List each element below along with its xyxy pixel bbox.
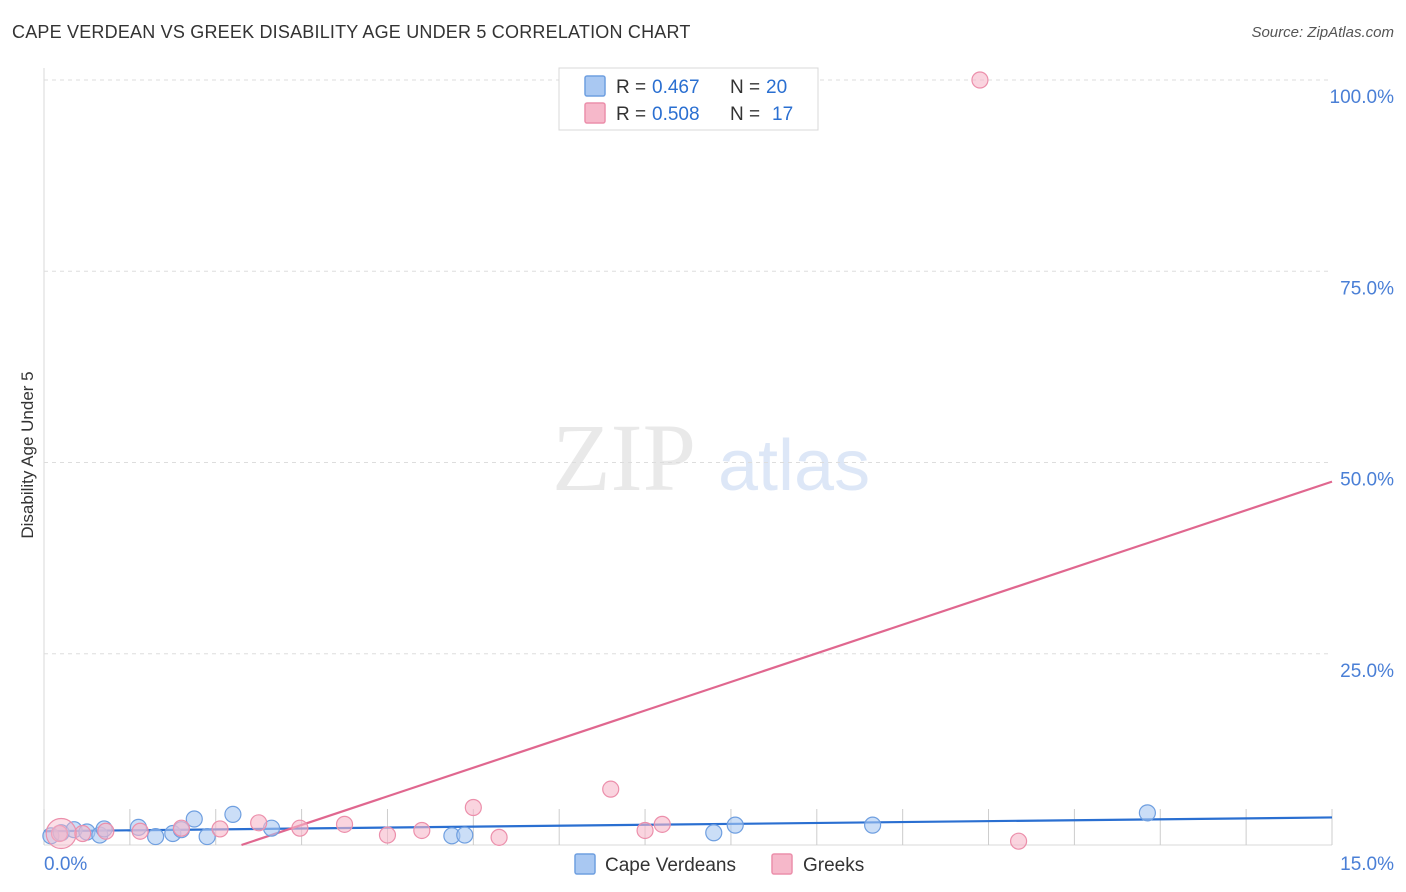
watermark-atlas: atlas (718, 426, 870, 506)
x-tick-label-max: 15.0% (1340, 854, 1394, 875)
bottom-legend-label-cape-verdeans: Cape Verdeans (605, 855, 736, 876)
cape-verdean-point (224, 805, 242, 824)
greek-point (250, 814, 268, 832)
data-points (42, 71, 1156, 850)
greek-point (653, 815, 671, 833)
greek-point (1009, 832, 1028, 850)
greek-point (211, 820, 229, 838)
cape-verdean-point (1138, 804, 1156, 822)
stats-legend: R = 0.467 N = 20 R = 0.508 N = 17 (558, 67, 819, 131)
greek-point (291, 819, 309, 837)
bottom-legend-label-greeks: Greeks (803, 855, 864, 876)
watermark-zip: ZIP (552, 404, 696, 511)
y-tick-label: 100.0% (1330, 87, 1395, 108)
cape-verdean-point (456, 826, 474, 844)
cape-verdean-point (864, 816, 882, 834)
greek-point (602, 780, 620, 798)
greek-point-cluster (45, 817, 77, 850)
cape-verdean-point (198, 827, 216, 846)
legend-n-value-cape-verdeans: 20 (766, 77, 787, 98)
x-tick-label-min: 0.0% (44, 854, 87, 875)
legend-r-value-cape-verdeans: 0.467 (652, 77, 700, 98)
legend-n-label-cape-verdeans: N = (730, 77, 760, 98)
legend-n-label-greeks: N = (730, 104, 760, 125)
greek-point (971, 71, 989, 89)
greek-point (335, 815, 354, 833)
legend-swatch-greeks (584, 102, 606, 124)
cape-verdean-point (726, 816, 744, 834)
legend-r-value-greeks: 0.508 (652, 104, 700, 125)
greek-point (464, 798, 482, 817)
y-tick-label: 50.0% (1340, 470, 1394, 491)
greek-point (413, 821, 431, 840)
series-legend: Cape Verdeans Greeks (574, 853, 864, 876)
greek-point (74, 824, 92, 843)
watermark: ZIP atlas (552, 404, 870, 511)
y-tick-label: 75.0% (1340, 278, 1394, 299)
greek-point (50, 824, 69, 843)
bottom-legend-swatch-greeks (771, 853, 793, 875)
greek-point (490, 828, 508, 846)
cape-verdean-point (705, 824, 723, 842)
bottom-legend-swatch-cape-verdeans (574, 853, 596, 875)
greek-trend-line (241, 480, 1333, 847)
greek-point (131, 822, 149, 840)
chart-title: CAPE VERDEAN VS GREEK DISABILITY AGE UND… (12, 22, 691, 42)
greek-point (378, 826, 397, 844)
legend-n-value-greeks: 17 (772, 104, 793, 125)
legend-r-label-cape-verdeans: R = (616, 77, 646, 98)
y-tick-labels: 25.0% 50.0% 75.0% 100.0% (1330, 87, 1395, 682)
chart-source: Source: ZipAtlas.com (1251, 24, 1394, 41)
greek-point (97, 822, 115, 840)
y-axis-title: Disability Age Under 5 (18, 371, 37, 538)
legend-swatch-cape-verdeans (584, 75, 606, 97)
y-tick-label: 25.0% (1340, 661, 1394, 682)
gridlines (44, 79, 1332, 655)
trend-lines (43, 480, 1333, 847)
legend-r-label-greeks: R = (616, 104, 646, 125)
cape-verdean-point (185, 810, 203, 828)
greek-point (172, 819, 190, 837)
cape-verdean-point (147, 827, 165, 846)
greek-point (636, 821, 654, 840)
